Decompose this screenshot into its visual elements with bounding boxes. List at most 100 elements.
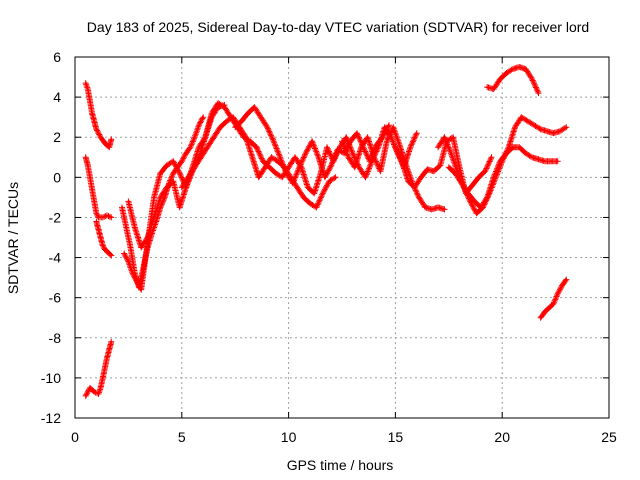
data-point — [159, 172, 162, 175]
data-point — [306, 186, 309, 189]
data-point — [360, 146, 363, 149]
data-point — [108, 146, 111, 149]
data-point — [84, 394, 87, 397]
data-point — [328, 180, 331, 183]
data-point — [153, 216, 155, 219]
data-point — [505, 72, 508, 74]
data-point — [244, 136, 247, 139]
data-point — [556, 292, 559, 295]
data-point — [257, 176, 260, 179]
data-point — [477, 176, 480, 179]
data-point — [197, 146, 200, 149]
data-point — [383, 126, 386, 129]
data-point — [565, 278, 568, 281]
series-arc-3 — [93, 218, 115, 259]
data-point — [469, 200, 472, 203]
data-point — [89, 176, 91, 179]
data-point — [101, 244, 104, 247]
data-point — [543, 160, 546, 163]
data-point — [473, 200, 476, 203]
data-point — [309, 202, 311, 205]
x-axis-label: GPS time / hours — [287, 457, 394, 473]
data-point — [131, 272, 134, 275]
data-point — [332, 160, 335, 163]
data-point — [206, 146, 209, 149]
data-point — [460, 182, 463, 185]
data-point — [330, 164, 333, 167]
data-point — [319, 172, 322, 175]
y-tick-label: 4 — [53, 89, 61, 105]
data-point — [99, 236, 102, 239]
data-point — [144, 256, 147, 259]
data-point — [106, 214, 108, 217]
data-point — [189, 146, 192, 149]
data-point — [95, 212, 98, 215]
data-point — [163, 196, 166, 199]
data-point — [178, 206, 181, 209]
data-point — [172, 180, 175, 183]
x-tick-label: 10 — [281, 429, 297, 445]
data-point — [103, 366, 106, 369]
data-point — [165, 186, 168, 189]
data-point — [225, 120, 228, 123]
data-point — [492, 88, 495, 91]
data-point — [223, 106, 226, 109]
data-point — [255, 146, 258, 149]
data-point — [291, 182, 294, 185]
data-point — [140, 288, 143, 291]
data-point — [253, 106, 256, 109]
data-point — [294, 156, 296, 159]
data-point — [420, 176, 422, 179]
data-point — [467, 192, 469, 195]
data-point — [89, 386, 91, 389]
data-point — [140, 246, 143, 249]
data-point — [432, 170, 435, 173]
data-point — [97, 228, 100, 231]
data-point — [454, 172, 457, 175]
data-point — [93, 200, 96, 203]
data-point — [511, 146, 514, 149]
data-point — [106, 356, 108, 359]
data-point — [99, 386, 102, 389]
data-point — [499, 78, 502, 81]
data-point — [398, 144, 401, 147]
data-point — [274, 172, 277, 175]
data-point — [234, 126, 237, 129]
data-point — [341, 140, 343, 143]
data-point — [123, 252, 126, 255]
data-point — [217, 102, 220, 105]
data-point — [486, 86, 489, 89]
data-point — [417, 196, 420, 199]
data-point — [178, 172, 181, 175]
data-point — [347, 156, 350, 159]
data-point — [552, 132, 555, 135]
series-arc-1 — [82, 80, 115, 151]
data-point — [539, 128, 542, 131]
data-point — [240, 120, 243, 123]
data-point — [338, 146, 341, 149]
data-point — [127, 200, 130, 203]
data-point — [546, 130, 549, 133]
data-point — [86, 88, 89, 91]
data-point — [180, 186, 183, 189]
data-point — [511, 68, 514, 70]
data-point — [251, 156, 254, 159]
data-point — [394, 146, 397, 149]
data-point — [219, 126, 222, 129]
y-tick-label: 6 — [53, 49, 61, 65]
x-tick-label: 0 — [71, 429, 79, 445]
data-point — [407, 180, 410, 183]
data-point — [353, 166, 356, 169]
data-point — [84, 156, 87, 159]
data-point — [193, 136, 196, 139]
data-point — [210, 112, 213, 115]
data-point — [556, 160, 559, 163]
data-point — [272, 140, 275, 143]
data-point — [287, 166, 290, 169]
data-point — [437, 146, 440, 149]
data-point — [95, 220, 98, 223]
series-arc-10 — [253, 124, 420, 197]
data-point — [449, 152, 452, 155]
series-arc-11 — [339, 124, 448, 213]
data-point — [364, 176, 367, 179]
